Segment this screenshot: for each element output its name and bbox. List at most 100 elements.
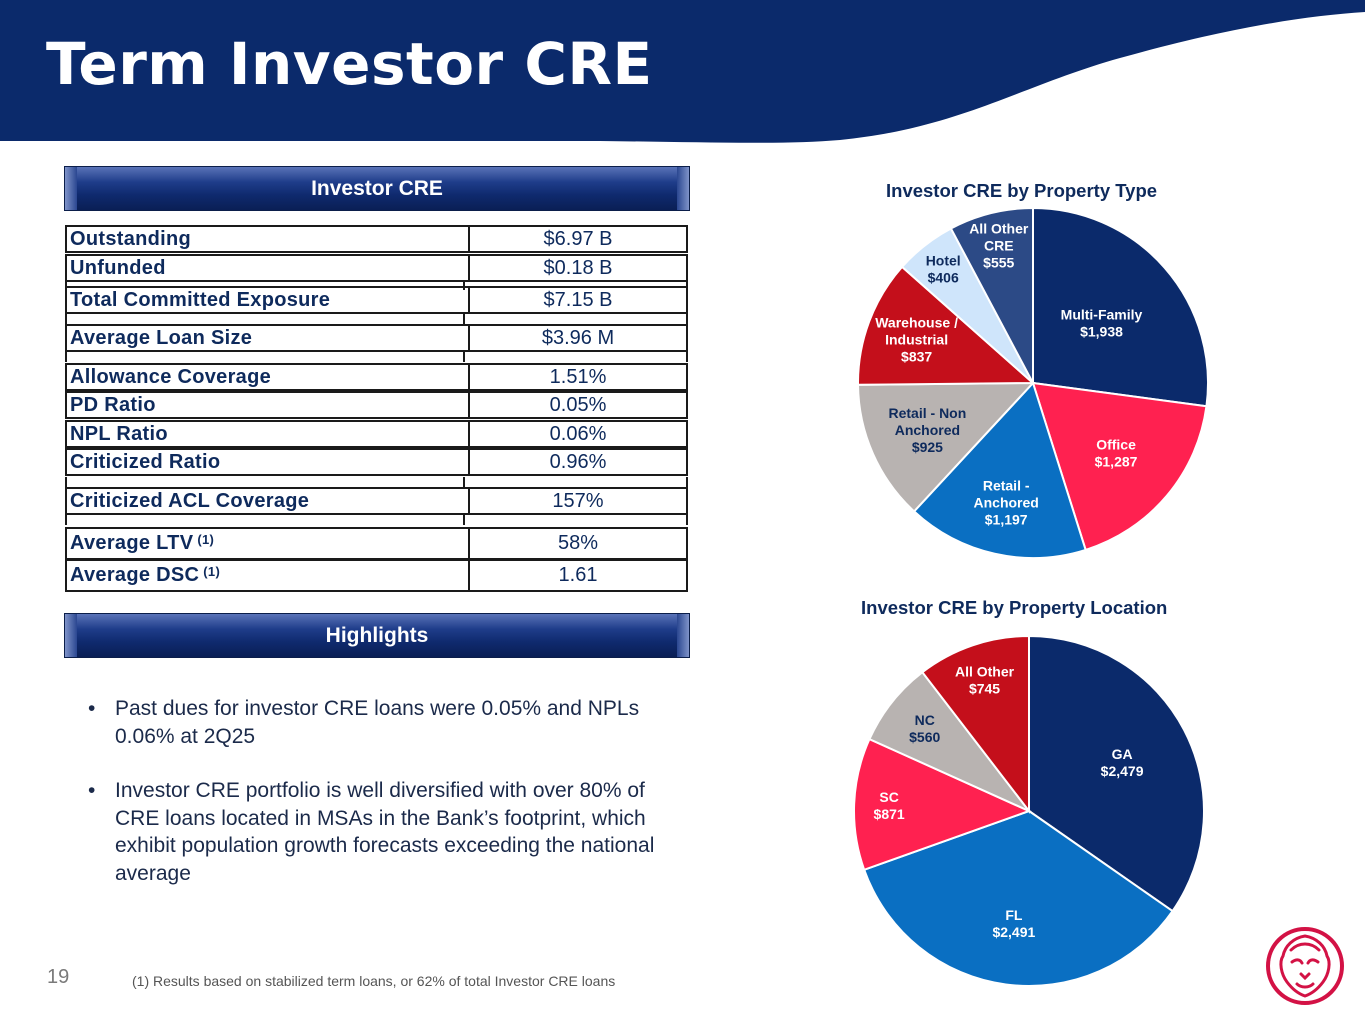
metric-value: $7.15 B: [543, 288, 613, 311]
page-title: Term Investor CRE: [46, 30, 653, 98]
metric-label-text: Criticized ACL Coverage: [70, 489, 310, 512]
pie-label: All Other CRE $555: [969, 220, 1029, 270]
chart-title-property-type: Investor CRE by Property Type: [886, 180, 1158, 201]
pie-slice: [857, 265, 1036, 386]
bullet-glyph: •: [88, 697, 96, 720]
metric-value: 1.61: [558, 564, 598, 586]
metric-label: Total Committed Exposure: [67, 288, 470, 312]
metric-value: $6.97 B: [543, 227, 613, 250]
table-row: Average DSC (1) 1.61: [65, 559, 688, 592]
pie-slice: [912, 381, 1087, 559]
metric-label: PD Ratio: [67, 393, 470, 417]
bullet-glyph: •: [88, 779, 96, 802]
metric-label-text: Average Loan Size: [70, 326, 253, 349]
pie-label-line: Retail -: [983, 478, 1030, 494]
metric-label-text: Average LTV: [70, 532, 194, 554]
pie-label-line: Anchored: [895, 422, 960, 438]
pie-slice: [920, 634, 1030, 814]
pie-label-line: NC: [915, 712, 935, 728]
pie-label-line: Industrial: [885, 331, 948, 347]
pie-label-line: All Other: [955, 664, 1015, 680]
table-row: Unfunded $0.18 B: [65, 254, 688, 282]
footnote: (1) Results based on stabilized term loa…: [132, 973, 616, 989]
pie-label-line: $555: [983, 254, 1014, 270]
footnote-marker: (1): [203, 564, 221, 579]
metric-label: NPL Ratio: [67, 422, 470, 446]
pie-label-line: $1,197: [985, 512, 1028, 528]
pie-label-line: All Other: [969, 220, 1029, 236]
metric-value: 58%: [557, 532, 599, 554]
pie-slice: [949, 206, 1034, 384]
table-spacer: [65, 352, 688, 362]
pie-chart-0: Multi-Family $1,938 Office $1,287 Retail - An…: [856, 206, 1209, 559]
pie-label-line: Warehouse /: [875, 314, 958, 330]
pie-slice: [862, 809, 1174, 987]
metric-value: 157%: [552, 489, 604, 512]
footnote-marker: (1): [197, 532, 215, 547]
highlights-header: Highlights: [64, 613, 690, 658]
metric-value: 1.51%: [549, 365, 607, 388]
pie-label-line: $2,491: [992, 924, 1035, 940]
metric-label: Unfunded: [67, 256, 470, 280]
table-row: Outstanding $6.97 B: [65, 225, 688, 253]
table-spacer: [65, 477, 688, 487]
pie-label-line: CRE: [984, 237, 1014, 253]
pie-label-line: FL: [1005, 907, 1023, 923]
metric-label-text: NPL Ratio: [70, 422, 168, 445]
metric-label: Allowance Coverage: [67, 365, 470, 389]
metric-label: Outstanding: [67, 227, 470, 251]
investor-cre-header: Investor CRE: [64, 166, 690, 211]
pie-label-line: SC: [879, 789, 898, 805]
pie-label: Multi-Family $1,938: [1061, 307, 1143, 340]
pie-label-line: $406: [928, 269, 959, 285]
table-spacer: [65, 314, 688, 324]
pie-label: SC $871: [874, 789, 905, 822]
table-row: Criticized ACL Coverage 157%: [65, 487, 688, 515]
metric-label: Average Loan Size: [67, 326, 470, 350]
table-row: Average Loan Size $3.96 M: [65, 324, 688, 352]
table-row: Allowance Coverage 1.51%: [65, 363, 688, 391]
pie-label: FL $2,491: [992, 907, 1035, 940]
pie-slice: [856, 381, 1036, 513]
page-number: 19: [47, 966, 70, 988]
pie-slice: [853, 737, 1032, 872]
pie-label-line: $925: [912, 439, 943, 455]
pie-chart-1: GA $2,479 FL $2,491 SC $871 NC $560 All Other $74…: [853, 634, 1205, 987]
pie-label: NC $560: [909, 712, 940, 745]
pie-label: Office $1,287: [1095, 436, 1138, 469]
metric-label-text: PD Ratio: [70, 393, 156, 416]
pie-label-line: $560: [909, 729, 940, 745]
pie-label-line: $2,479: [1101, 763, 1144, 779]
metric-label-text: Allowance Coverage: [70, 365, 272, 388]
header-banner: [0, 0, 1365, 143]
pie-slice: [1031, 381, 1208, 552]
pie-label-line: $1,938: [1080, 324, 1123, 340]
pie-slice: [1028, 634, 1205, 913]
pie-label: Warehouse / Industrial $837: [875, 314, 958, 364]
metric-label-text: Outstanding: [70, 227, 192, 250]
table-spacer: [65, 280, 688, 290]
table-row: PD Ratio 0.05%: [65, 391, 688, 419]
pie-label-line: Retail - Non: [889, 405, 967, 421]
pie-label: Hotel $406: [926, 252, 961, 285]
pie-label-line: Office: [1096, 436, 1136, 452]
metric-label: Average LTV (1): [67, 529, 470, 558]
metric-label-text: Total Committed Exposure: [70, 288, 331, 311]
pie-label-line: GA: [1112, 746, 1133, 762]
table-row: Total Committed Exposure $7.15 B: [65, 286, 688, 314]
pie-label-line: $871: [874, 806, 905, 822]
table-spacer: [65, 515, 688, 525]
pie-label-line: Hotel: [926, 252, 961, 268]
metric-value: 0.05%: [549, 393, 607, 416]
highlight-item: • Past dues for investor CRE loans were 0…: [88, 695, 688, 750]
pie-label-line: $1,287: [1095, 453, 1138, 469]
pie-slice: [1032, 206, 1209, 408]
metric-value: $0.18 B: [543, 256, 613, 279]
highlight-text: Investor CRE portfolio is well diversifi…: [115, 779, 655, 885]
pie-label: All Other $745: [955, 664, 1015, 697]
metric-label-text: Criticized Ratio: [70, 450, 221, 473]
metric-value: $3.96 M: [541, 326, 615, 349]
metric-label: Average DSC (1): [67, 561, 470, 590]
pie-label: Retail - Non Anchored $925: [889, 405, 967, 455]
